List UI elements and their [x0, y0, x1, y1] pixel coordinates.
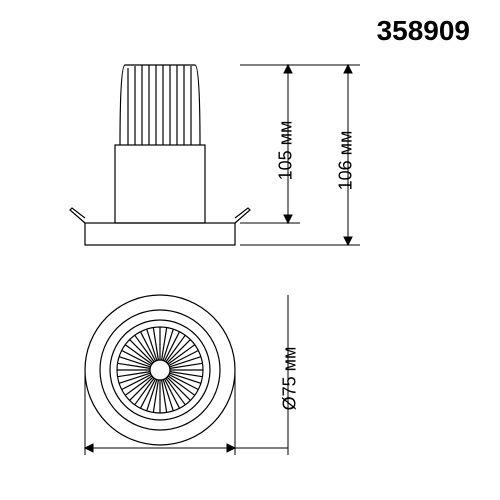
dim-diameter: Ø75 мм: [279, 347, 300, 411]
body: [115, 145, 205, 223]
dim-height-outer: 106 мм: [335, 131, 356, 191]
dim-height-inner: 105 мм: [275, 121, 296, 181]
side-view: [70, 65, 250, 245]
led: [150, 360, 170, 380]
product-code: 358909: [377, 15, 470, 47]
flange: [70, 208, 250, 245]
reflector-rays: [117, 327, 203, 413]
bottom-view: [85, 295, 235, 445]
heatsink: [120, 65, 200, 145]
outer-ring: [85, 295, 235, 445]
technical-drawing: [40, 50, 460, 490]
